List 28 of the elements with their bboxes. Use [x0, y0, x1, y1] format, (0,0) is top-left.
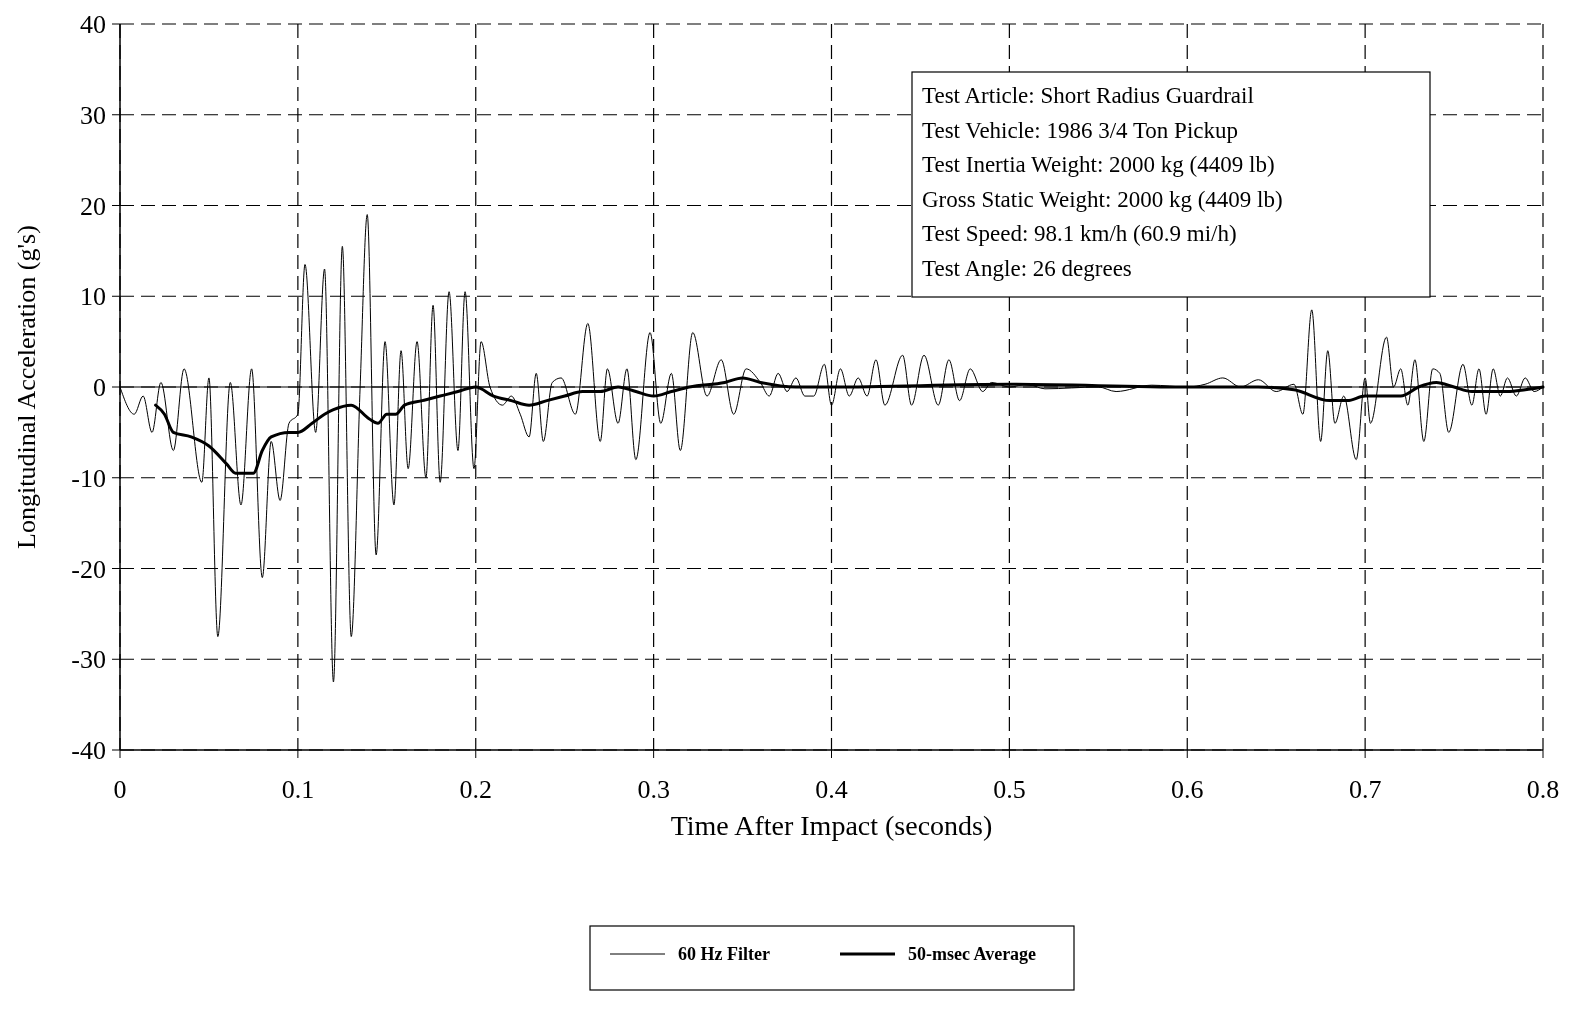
legend-label: 50-msec Average [908, 944, 1037, 964]
x-tick-label: 0.8 [1526, 775, 1560, 804]
y-tick-label: -30 [71, 645, 106, 675]
y-tick-label: -40 [71, 736, 106, 766]
x-tick-label: 0.4 [815, 775, 848, 804]
y-tick-label: 40 [80, 10, 106, 40]
y-tick-label: -20 [71, 554, 106, 584]
legend-label: 60 Hz Filter [678, 944, 770, 964]
x-tick-label: 0.1 [281, 775, 315, 804]
x-tick-label: 0.6 [1171, 775, 1204, 804]
y-axis-title: Longitudinal Acceleration (g's) [12, 225, 41, 549]
annotation: Test Vehicle: 1986 3/4 Ton Pickup [922, 117, 1238, 143]
y-tick-label: -10 [71, 463, 106, 493]
y-tick-label: 20 [80, 191, 106, 221]
x-tick-label: 0.2 [459, 775, 492, 804]
y-tick-label: 30 [80, 100, 106, 130]
annotation: Gross Static Weight: 2000 kg (4409 lb) [922, 186, 1283, 212]
x-tick-label: 0.3 [637, 775, 670, 804]
annotation: Test Inertia Weight: 2000 kg (4409 lb) [922, 152, 1275, 177]
x-tick-label: 0.7 [1348, 775, 1382, 804]
x-tick-label: 0.5 [993, 775, 1026, 804]
x-axis-title: Time After Impact (seconds) [670, 810, 993, 841]
annotation: Test Article: Short Radius Guardrail [922, 83, 1254, 108]
y-tick-label: 0 [93, 373, 106, 403]
annotation: Test Speed: 98.1 km/h (60.9 mi/h) [922, 221, 1237, 246]
annotation: Test Angle: 26 degrees [922, 255, 1132, 281]
x-tick-label: 0 [113, 775, 127, 804]
y-tick-label: 10 [80, 282, 106, 312]
